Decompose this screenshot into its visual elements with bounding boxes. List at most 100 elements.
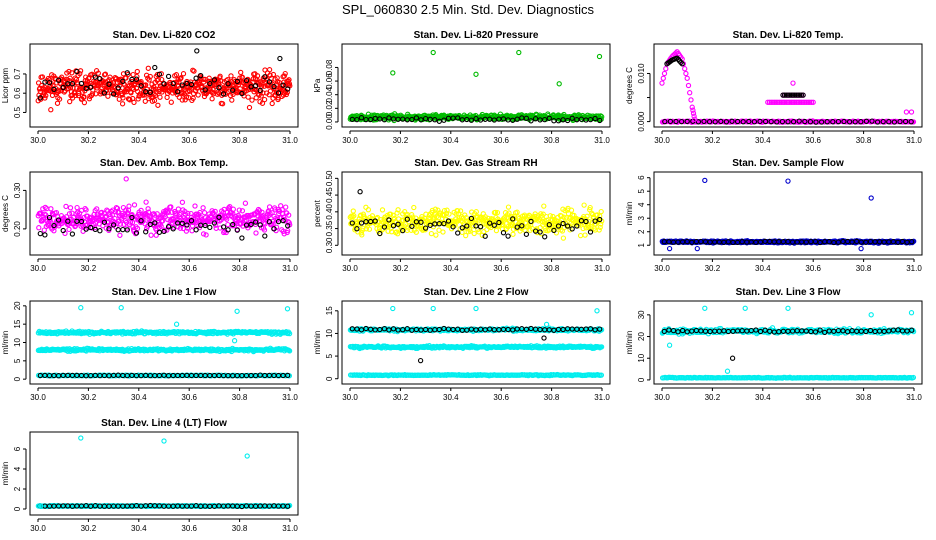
point-hourly bbox=[432, 117, 438, 123]
point-hourly bbox=[863, 118, 870, 124]
y-tick-label: 0.20 bbox=[13, 221, 22, 237]
point-hourly bbox=[762, 118, 769, 125]
point-hourly bbox=[835, 118, 842, 125]
point-noise bbox=[72, 75, 78, 81]
point-noise bbox=[189, 228, 195, 234]
point-hourly bbox=[542, 116, 548, 123]
x-tick-label: 30.6 bbox=[493, 136, 509, 145]
point-noise bbox=[83, 207, 89, 213]
curve-point bbox=[663, 66, 669, 72]
x-axis: 30.0 30.2 30.4 30.6 30.8 31.0 bbox=[30, 258, 298, 273]
point-hourly bbox=[802, 118, 808, 125]
panel-title: Stan. Dev. Line 2 Flow bbox=[424, 287, 529, 298]
point-hourly bbox=[751, 119, 758, 125]
outlier-point bbox=[903, 109, 910, 115]
point-hourly bbox=[734, 118, 741, 125]
point-hourly bbox=[220, 91, 227, 97]
point-hourly bbox=[841, 118, 847, 125]
point-hourly bbox=[239, 90, 245, 97]
point-noise bbox=[553, 230, 560, 236]
point-noise bbox=[133, 85, 140, 91]
point-noise bbox=[43, 212, 49, 218]
band-point bbox=[787, 92, 793, 98]
point-noise bbox=[577, 232, 584, 239]
point-noise bbox=[560, 235, 567, 241]
outlier-point bbox=[194, 48, 200, 54]
y-tick-label: 10 bbox=[325, 328, 334, 337]
point-noise bbox=[67, 75, 73, 81]
point-noise bbox=[119, 101, 126, 107]
point-hourly bbox=[170, 80, 176, 87]
x-tick-label: 31.0 bbox=[906, 136, 922, 145]
x-tick-label: 31.0 bbox=[594, 393, 610, 402]
point-hourly bbox=[165, 73, 172, 80]
point-noise bbox=[350, 208, 356, 214]
y-tick-label: 0.08 bbox=[325, 59, 334, 75]
point-hourly bbox=[441, 117, 447, 123]
point-noise bbox=[134, 73, 140, 80]
x-tick-label: 30.0 bbox=[342, 264, 358, 273]
point-hourly bbox=[409, 116, 415, 123]
y-axis: 0.000.020.040.060.08 bbox=[325, 59, 339, 130]
y-axis-label: degrees C bbox=[1, 195, 10, 232]
point-noise bbox=[261, 96, 268, 103]
point-hourly bbox=[891, 119, 898, 125]
x-tick-label: 30.6 bbox=[181, 393, 197, 402]
band-point bbox=[776, 99, 783, 105]
x-tick-label: 30.8 bbox=[232, 393, 248, 402]
point-noise bbox=[253, 95, 259, 101]
point-noise bbox=[168, 99, 174, 105]
point-noise bbox=[90, 216, 96, 222]
x-tick-label: 30.0 bbox=[30, 393, 46, 402]
data-points bbox=[35, 176, 293, 241]
point-hourly bbox=[662, 118, 668, 125]
point-hourly bbox=[92, 74, 98, 80]
x-tick-label: 30.0 bbox=[342, 136, 358, 145]
panel-title: Stan. Dev. Gas Stream RH bbox=[414, 158, 537, 169]
point-hourly bbox=[138, 83, 144, 89]
band-point bbox=[785, 99, 791, 105]
y-tick-label: 4 bbox=[637, 202, 646, 207]
point-noise bbox=[281, 73, 287, 79]
point-noise bbox=[243, 88, 250, 94]
curve-point bbox=[678, 59, 684, 66]
point-noise bbox=[582, 232, 588, 238]
outlier-point bbox=[118, 305, 124, 311]
point-noise bbox=[246, 104, 253, 111]
band-point bbox=[785, 92, 791, 98]
point-hourly bbox=[106, 81, 112, 87]
point-noise bbox=[176, 94, 182, 100]
point-hourly bbox=[88, 84, 94, 90]
point-hourly bbox=[124, 70, 130, 76]
point-noise bbox=[110, 207, 116, 213]
point-hourly bbox=[110, 91, 117, 97]
point-noise bbox=[266, 204, 273, 210]
point-noise bbox=[67, 205, 74, 211]
x-tick-label: 30.8 bbox=[856, 264, 872, 273]
plot-frame bbox=[29, 300, 299, 385]
point-hourly bbox=[262, 233, 268, 239]
outlier-point bbox=[868, 195, 874, 201]
point-noise bbox=[150, 86, 156, 92]
point-noise bbox=[238, 89, 244, 96]
point-noise bbox=[56, 88, 62, 95]
point-hourly bbox=[179, 82, 185, 88]
plot-frame bbox=[341, 300, 611, 385]
data-points bbox=[35, 48, 293, 113]
point-noise bbox=[267, 72, 273, 78]
curve-point bbox=[683, 70, 689, 77]
point-hourly bbox=[413, 115, 420, 121]
y-axis-label: ml/min bbox=[625, 202, 634, 226]
point-noise bbox=[411, 204, 417, 211]
data-points bbox=[347, 49, 605, 124]
point-noise bbox=[94, 206, 100, 212]
point-noise bbox=[66, 226, 72, 233]
point-hourly bbox=[455, 115, 461, 121]
y-tick-label: 0.30 bbox=[13, 182, 22, 198]
point-noise bbox=[81, 99, 88, 106]
point-hourly bbox=[193, 227, 199, 233]
point-noise bbox=[284, 89, 290, 95]
